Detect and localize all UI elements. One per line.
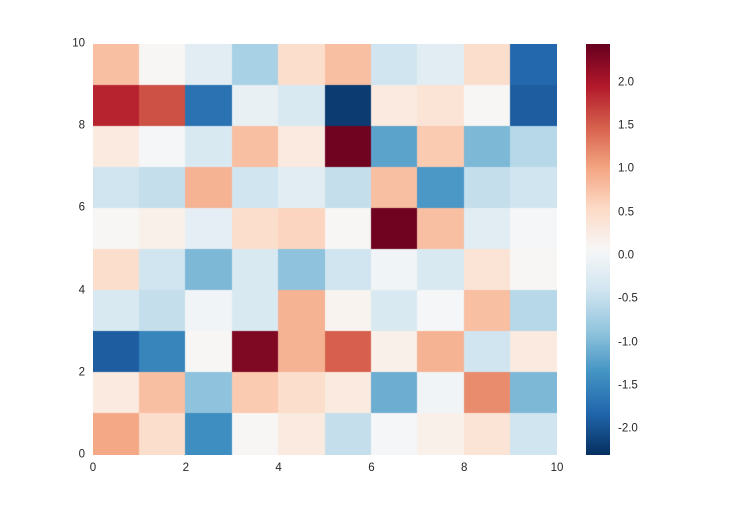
y-tick-label: 0 [78, 448, 85, 461]
x-tick-label: 2 [182, 462, 189, 474]
colorbar-tick-label: -2.0 [618, 422, 638, 435]
heatmap-plot-area [93, 44, 557, 455]
colorbar-tick-label: 2.0 [618, 76, 634, 89]
heatmap-canvas [93, 44, 557, 455]
x-tick-label: 6 [368, 462, 375, 474]
y-tick-label: 10 [72, 37, 85, 50]
colorbar-tick-label: 1.0 [618, 162, 634, 175]
colorbar-tick-label: -0.5 [618, 292, 638, 305]
colorbar-tick-label: 0.0 [618, 249, 634, 262]
y-tick-label: 6 [78, 201, 85, 214]
colorbar-tick-label: -1.5 [618, 379, 638, 392]
x-tick-label: 10 [550, 462, 564, 474]
x-tick-label: 8 [460, 462, 468, 474]
y-tick-label: 8 [78, 119, 85, 132]
x-tick-label: 0 [89, 462, 97, 474]
colorbar-canvas [586, 44, 610, 455]
colorbar-tick-label: 1.5 [618, 119, 634, 132]
colorbar-tick-label: -1.0 [618, 335, 638, 348]
y-tick-label: 2 [78, 366, 85, 379]
y-tick-label: 4 [78, 283, 85, 296]
colorbar [586, 44, 610, 455]
x-tick-label: 4 [275, 462, 282, 474]
colorbar-tick-label: 0.5 [618, 205, 634, 218]
